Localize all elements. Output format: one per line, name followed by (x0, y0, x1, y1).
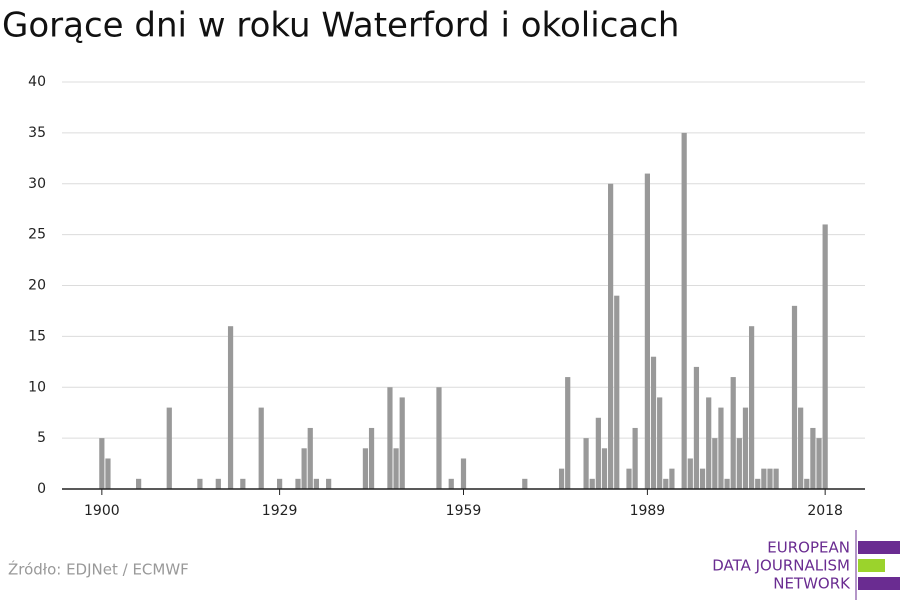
bar (748, 326, 755, 489)
bar (362, 448, 369, 489)
bar (822, 224, 828, 489)
bar (650, 356, 657, 489)
bar (393, 448, 399, 489)
bar (755, 478, 761, 489)
bar (565, 377, 571, 489)
x-tick-label: 2018 (807, 503, 843, 519)
bar (632, 427, 638, 489)
bar (105, 458, 111, 489)
y-tick-label: 0 (37, 481, 46, 497)
bar (240, 478, 246, 489)
x-tick-label: 1929 (262, 503, 298, 519)
bar (313, 478, 319, 489)
bar (583, 438, 589, 489)
y-tick-label: 15 (28, 328, 46, 344)
bar (326, 478, 332, 489)
bar (99, 438, 105, 489)
y-tick-label: 40 (28, 74, 46, 90)
bar (724, 478, 730, 489)
bar (730, 377, 736, 489)
x-tick-label: 1900 (84, 503, 120, 519)
bar (227, 326, 234, 489)
bar (614, 295, 620, 489)
bar (693, 366, 700, 489)
bar (773, 468, 779, 489)
bar (368, 427, 375, 489)
bar (136, 478, 142, 489)
x-tick-label: 1959 (446, 503, 482, 519)
bar (295, 478, 301, 489)
bar (522, 478, 528, 489)
bar (595, 417, 601, 489)
logo-text: DATA JOURNALISM (712, 557, 850, 575)
y-tick-label: 25 (28, 227, 46, 243)
bar (608, 183, 614, 489)
bar (436, 387, 442, 489)
bar (706, 397, 712, 489)
bar (681, 132, 687, 489)
bar (460, 458, 467, 489)
source: Źródło: EDJNet / ECMWF (8, 560, 189, 579)
bar (810, 427, 816, 489)
bar (761, 468, 767, 489)
bar (558, 468, 565, 489)
bar (626, 468, 632, 489)
logo-bar (858, 577, 900, 590)
bar (644, 173, 650, 489)
y-tick-label: 5 (37, 430, 46, 446)
logo-text: NETWORK (773, 575, 851, 593)
bar (197, 478, 203, 489)
bar (215, 478, 221, 489)
y-tick-label: 30 (28, 176, 46, 192)
logo-bar (858, 559, 885, 572)
bar (816, 438, 822, 489)
x-tick-label: 1989 (630, 503, 666, 519)
bar (736, 438, 742, 489)
bar (301, 448, 307, 489)
bar (601, 448, 608, 489)
bar (448, 478, 454, 489)
bar (669, 468, 675, 489)
bar (663, 478, 669, 489)
bar (657, 397, 663, 489)
bar (798, 407, 804, 489)
bar (804, 478, 810, 489)
bar (718, 407, 724, 489)
bar (589, 478, 595, 489)
bar (791, 305, 798, 489)
bar (699, 468, 706, 489)
bar (258, 407, 264, 489)
bar (387, 387, 393, 489)
bar (687, 458, 693, 489)
logo-bar (858, 541, 900, 554)
logo-text: EUROPEAN (767, 539, 850, 557)
bar (399, 397, 405, 489)
bar (166, 407, 172, 489)
chart-title: Gorące dni w roku Waterford i okolicach (2, 6, 679, 46)
y-tick-label: 10 (28, 379, 46, 395)
bar (277, 478, 283, 489)
y-tick-label: 35 (28, 125, 46, 141)
bar (742, 407, 749, 489)
bar (712, 438, 718, 489)
bar (767, 468, 773, 489)
y-tick-label: 20 (28, 278, 46, 294)
bar (307, 427, 313, 489)
